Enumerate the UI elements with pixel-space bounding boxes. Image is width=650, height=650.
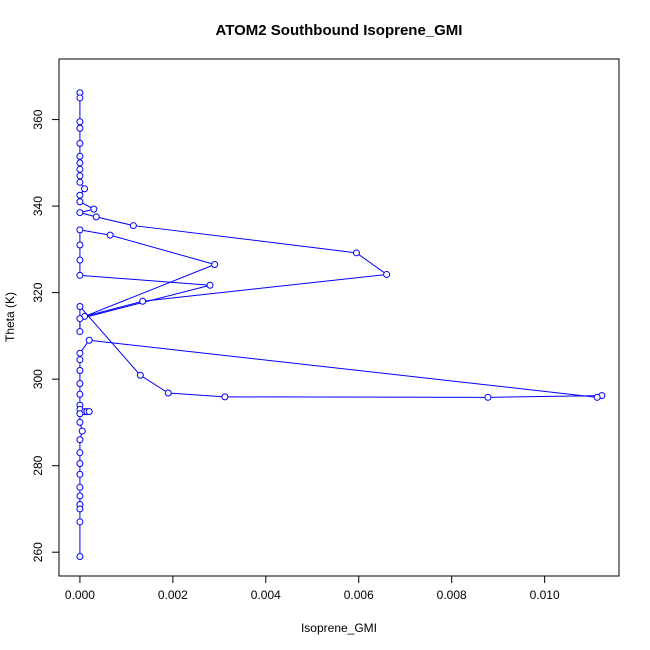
data-point [76, 505, 84, 513]
data-point [76, 159, 84, 167]
chart-title: ATOM2 Southbound Isoprene_GMI [216, 22, 463, 39]
x-tick-label: 0.010 [530, 588, 560, 602]
series-segment [356, 252, 387, 275]
y-axis: 260 280 300 320 340 360 [31, 109, 60, 562]
data-point [78, 427, 86, 435]
series-segment [84, 300, 143, 317]
x-axis-label: Isoprene_GMI [301, 621, 377, 635]
data-point [76, 139, 84, 147]
data-point [76, 241, 84, 249]
x-axis: 0.000 0.002 0.004 0.006 0.008 0.010 [65, 575, 560, 602]
data-point [85, 408, 93, 416]
data-point [76, 518, 84, 526]
data-point [76, 349, 84, 357]
data-point [593, 393, 601, 401]
data-point [76, 226, 84, 234]
x-tick-label: 0.002 [158, 588, 188, 602]
data-point [76, 379, 84, 387]
data-point [76, 418, 84, 426]
data-point [106, 231, 114, 239]
data-point [352, 249, 360, 257]
data-point [76, 470, 84, 478]
data-point [76, 118, 84, 126]
data-point [76, 553, 84, 561]
data-point [76, 449, 84, 457]
series-segment [84, 264, 215, 317]
data-point [211, 261, 219, 269]
data-point [76, 209, 84, 217]
y-tick-label: 360 [31, 109, 45, 129]
data-point [136, 371, 144, 379]
y-tick-label: 340 [31, 196, 45, 216]
data-point [484, 393, 492, 401]
data-point [76, 460, 84, 468]
series-segment [133, 225, 357, 254]
data-point [76, 271, 84, 279]
data-point [76, 172, 84, 180]
x-tick-label: 0.008 [437, 588, 467, 602]
data-point [76, 366, 84, 374]
data-point [85, 336, 93, 344]
data-point [221, 393, 229, 401]
data-point [206, 281, 214, 289]
data-point [76, 410, 84, 418]
series-segment [96, 216, 134, 227]
data-point [76, 436, 84, 444]
x-tick-label: 0.006 [344, 588, 374, 602]
data-point [76, 178, 84, 186]
y-tick-label: 320 [31, 282, 45, 302]
data-point [76, 124, 84, 132]
data-point [76, 191, 84, 199]
data-point [76, 302, 84, 310]
data-point [90, 205, 98, 213]
y-axis-label: Theta (K) [3, 292, 17, 342]
data-point [164, 389, 172, 397]
series-segment [79, 229, 111, 236]
data-point [76, 256, 84, 264]
y-tick-label: 280 [31, 455, 45, 475]
data-point [76, 390, 84, 398]
y-tick-label: 260 [31, 542, 45, 562]
data-point [76, 165, 84, 173]
plot-frame [58, 58, 620, 577]
data-point [81, 185, 89, 193]
series-segment [79, 306, 141, 376]
data-point [76, 492, 84, 500]
data-point [76, 356, 84, 364]
series-segment [79, 274, 211, 286]
data-point [76, 315, 84, 323]
x-tick-label: 0.000 [65, 588, 95, 602]
data-point [383, 270, 391, 278]
series-segment [140, 374, 169, 394]
data-point [76, 152, 84, 160]
data-point [139, 297, 147, 305]
series-segment [168, 392, 225, 398]
data-point [76, 94, 84, 102]
series-segment [142, 273, 387, 302]
y-tick-label: 300 [31, 369, 45, 389]
series-segment [89, 339, 598, 398]
data-point [129, 222, 137, 230]
data-point [92, 213, 100, 221]
data-point [76, 198, 84, 206]
series-layer [76, 89, 606, 561]
data-point [76, 483, 84, 491]
data-point [76, 328, 84, 336]
x-tick-label: 0.004 [251, 588, 281, 602]
series-segment [109, 234, 215, 265]
